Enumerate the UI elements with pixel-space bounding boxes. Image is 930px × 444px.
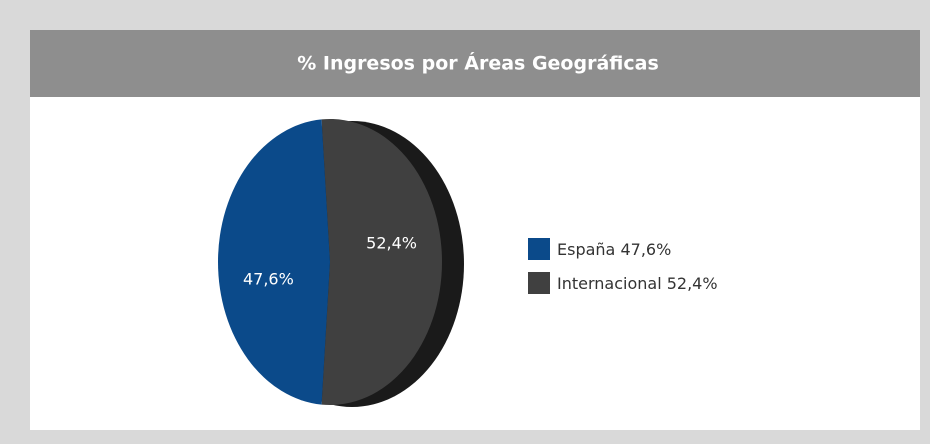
- pie-slice: [218, 119, 330, 405]
- pie-slice: [321, 119, 443, 405]
- legend-value: 47,6%: [620, 240, 671, 259]
- legend-swatch: [528, 272, 550, 294]
- legend-value: 52,4%: [667, 274, 718, 293]
- legend-name: España: [557, 240, 615, 259]
- slice-label: 52,4%: [366, 234, 417, 253]
- slice-label: 47,6%: [243, 270, 294, 289]
- legend-name: Internacional: [557, 274, 662, 293]
- title-bar: [30, 30, 920, 97]
- legend-label: Internacional 52,4%: [557, 274, 718, 293]
- legend-swatch: [528, 238, 550, 260]
- legend-label: España 47,6%: [557, 240, 671, 259]
- chart-title: % Ingresos por Áreas Geográficas: [297, 52, 659, 75]
